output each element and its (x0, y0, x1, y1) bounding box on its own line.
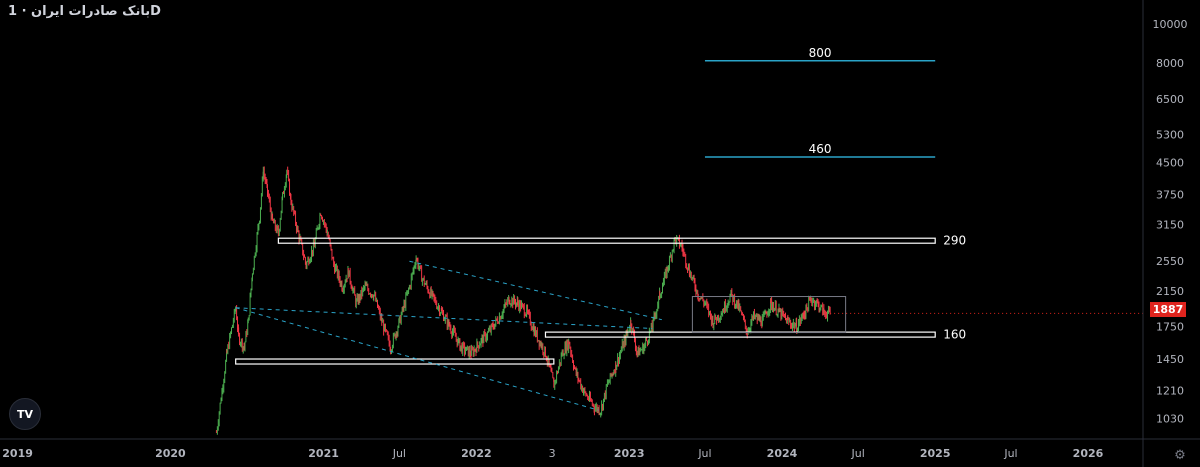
x-tick-label: 2019 (2, 447, 33, 460)
zone-label: 160 (943, 328, 966, 342)
x-tick-label: 3 (549, 447, 556, 460)
support-resistance-zone (235, 358, 555, 365)
candles-layer (215, 166, 831, 435)
y-tick-label: 4500 (1156, 157, 1184, 170)
target-label: 460 (809, 142, 832, 156)
x-tick-label: 2022 (461, 447, 492, 460)
channel-line (235, 307, 653, 329)
x-tick-label: 2026 (1073, 447, 1104, 460)
y-tick-label: 1030 (1156, 412, 1184, 425)
x-tick-label: 2025 (920, 447, 951, 460)
tradingview-logo-icon[interactable]: TV (9, 398, 41, 430)
current-price-badge: 1887 (1150, 302, 1186, 317)
x-tick-label: 2020 (155, 447, 186, 460)
y-tick-label: 2550 (1156, 255, 1184, 268)
x-tick-label: Jul (851, 447, 865, 460)
y-tick-label: 3150 (1156, 219, 1184, 232)
y-tick-label: 1450 (1156, 353, 1184, 366)
time-axis: 2019 2020 2021 Jul 2022 3 2023 Jul 2024 Jul 2025 Ju… (0, 438, 1200, 460)
y-tick-label: 3750 (1156, 188, 1184, 201)
x-tick-label: Jul (1003, 447, 1017, 460)
zone-label: 290 (943, 234, 966, 248)
channel-line (409, 260, 662, 321)
x-tick-label: 2024 (767, 447, 798, 460)
x-tick-label: 2021 (308, 447, 339, 460)
annotations-layer: 290 160 800 460 (235, 46, 1143, 411)
support-resistance-zone (277, 237, 936, 244)
target-label: 800 (809, 46, 832, 60)
x-tick-label: Jul (697, 447, 711, 460)
price-axis: 10000 8000 6500 5300 4500 3750 3150 2550 2150 175… (1142, 0, 1188, 467)
y-tick-label: 1210 (1156, 384, 1184, 397)
y-tick-label: 8000 (1156, 57, 1184, 70)
y-tick-label: 1750 (1156, 320, 1184, 333)
symbol-title[interactable]: بانک صادرات ایران · 1D (8, 4, 161, 19)
y-tick-label: 5300 (1156, 128, 1184, 141)
x-tick-label: Jul (392, 447, 406, 460)
y-tick-label: 2150 (1156, 285, 1184, 298)
range-box (691, 296, 847, 334)
y-tick-label: 6500 (1156, 93, 1184, 106)
y-tick-label: 10000 (1153, 18, 1188, 31)
gear-icon[interactable]: ⚙ (1174, 447, 1186, 463)
x-tick-label: 2023 (614, 447, 645, 460)
channel-line (235, 307, 599, 411)
